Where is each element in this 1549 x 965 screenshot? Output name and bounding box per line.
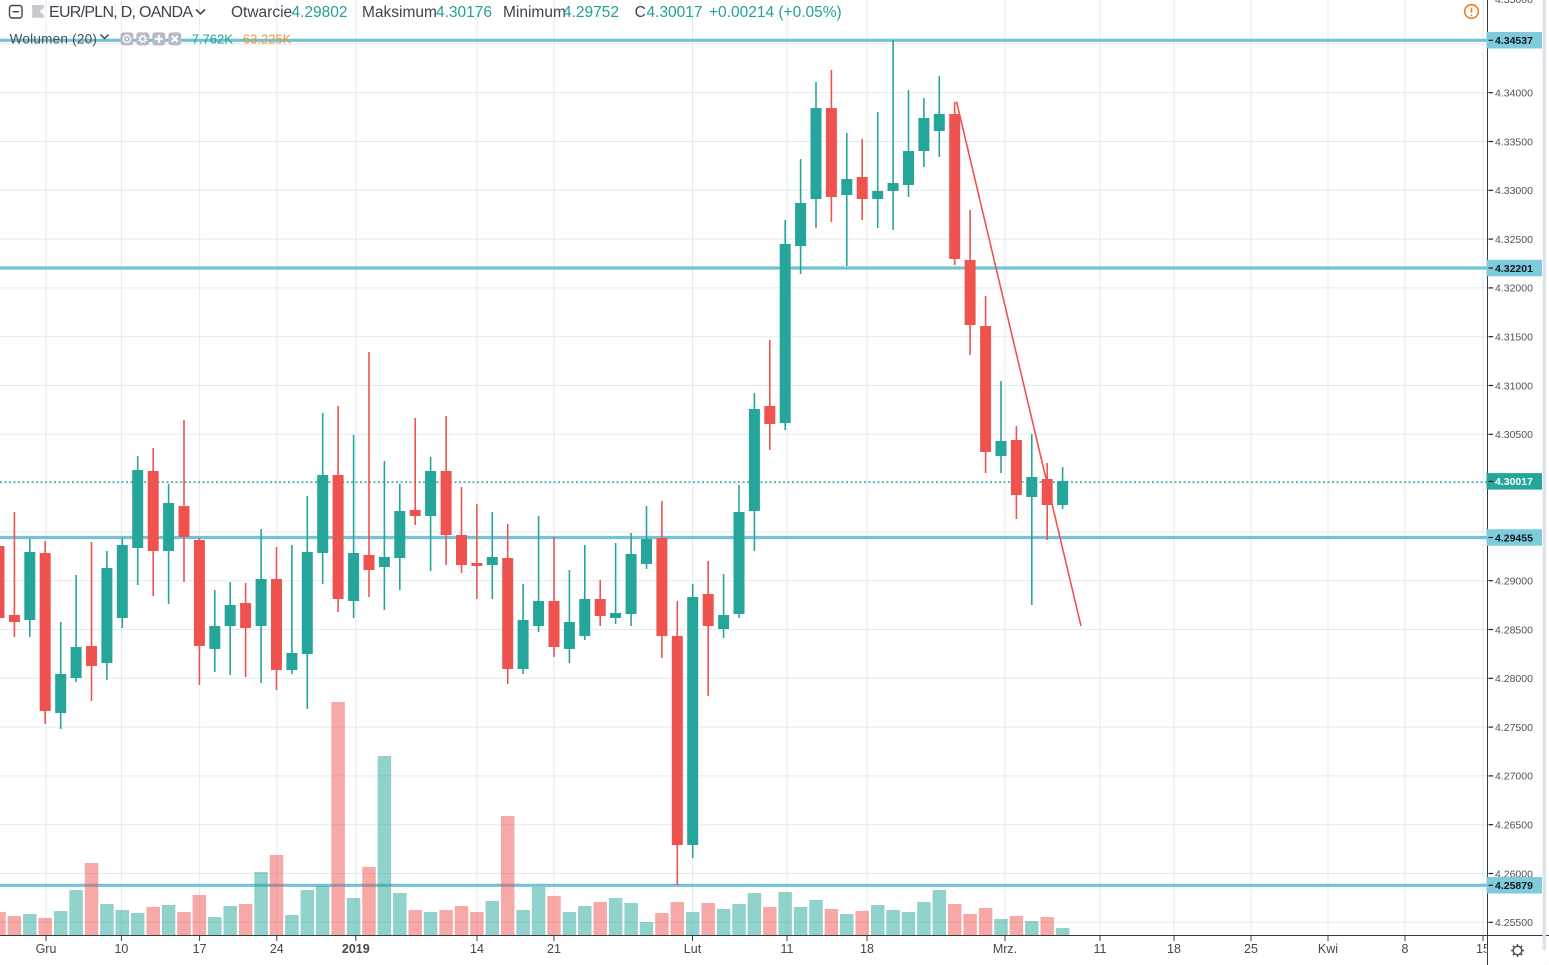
svg-text:+0.00214 (+0.05%): +0.00214 (+0.05%) xyxy=(709,4,842,21)
svg-text:4.25500: 4.25500 xyxy=(1495,917,1533,929)
svg-text:4.30017: 4.30017 xyxy=(647,4,703,21)
svg-text:7.762K: 7.762K xyxy=(192,32,234,47)
svg-text:18: 18 xyxy=(860,942,874,956)
svg-text:4.29802: 4.29802 xyxy=(292,4,348,21)
svg-text:15: 15 xyxy=(1476,942,1490,956)
svg-text:Maksimum: Maksimum xyxy=(362,4,437,21)
svg-text:4.32000: 4.32000 xyxy=(1495,283,1533,295)
svg-text:4.33500: 4.33500 xyxy=(1495,136,1533,148)
svg-text:4.33000: 4.33000 xyxy=(1495,185,1533,197)
svg-text:18: 18 xyxy=(1167,942,1181,956)
svg-text:24: 24 xyxy=(270,942,284,956)
svg-text:Minimum: Minimum xyxy=(503,4,566,21)
svg-text:4.31000: 4.31000 xyxy=(1495,380,1533,392)
svg-text:Kwi: Kwi xyxy=(1318,942,1338,956)
svg-text:Gru: Gru xyxy=(36,942,57,956)
svg-text:25: 25 xyxy=(1244,942,1258,956)
svg-text:Mrz.: Mrz. xyxy=(993,942,1017,956)
svg-text:11: 11 xyxy=(1094,942,1107,956)
svg-text:4.30500: 4.30500 xyxy=(1495,429,1533,441)
svg-text:4.32500: 4.32500 xyxy=(1495,234,1533,246)
svg-text:4.26500: 4.26500 xyxy=(1495,820,1533,832)
svg-text:4.34537: 4.34537 xyxy=(1495,35,1533,47)
svg-text:Wolumen (20): Wolumen (20) xyxy=(10,32,97,47)
svg-text:2019: 2019 xyxy=(342,942,370,956)
svg-text:21: 21 xyxy=(547,942,561,956)
svg-text:EUR/PLN, D, OANDA: EUR/PLN, D, OANDA xyxy=(49,4,193,21)
svg-text:4.29752: 4.29752 xyxy=(563,4,619,21)
svg-text:4.31500: 4.31500 xyxy=(1495,332,1533,344)
svg-text:4.29000: 4.29000 xyxy=(1495,576,1533,588)
svg-text:4.34000: 4.34000 xyxy=(1495,88,1533,100)
svg-text:14: 14 xyxy=(470,942,484,956)
svg-text:4.28500: 4.28500 xyxy=(1495,624,1533,636)
svg-text:C: C xyxy=(635,4,646,21)
svg-text:Lut: Lut xyxy=(684,942,702,956)
svg-text:Otwarcie: Otwarcie xyxy=(231,4,292,21)
svg-text:4.27500: 4.27500 xyxy=(1495,722,1533,734)
svg-text:4.32201: 4.32201 xyxy=(1495,263,1533,275)
svg-text:4.30176: 4.30176 xyxy=(436,4,492,21)
svg-text:4.30017: 4.30017 xyxy=(1495,476,1533,488)
svg-text:4.25879: 4.25879 xyxy=(1495,880,1533,892)
svg-text:63.225K: 63.225K xyxy=(243,32,292,47)
svg-text:11: 11 xyxy=(781,942,794,956)
svg-text:4.27000: 4.27000 xyxy=(1495,771,1533,783)
svg-text:10: 10 xyxy=(114,942,128,956)
svg-text:17: 17 xyxy=(193,942,207,956)
svg-text:4.28000: 4.28000 xyxy=(1495,673,1533,685)
svg-text:4.35000: 4.35000 xyxy=(1495,0,1533,6)
svg-text:4.29455: 4.29455 xyxy=(1495,532,1533,544)
svg-text:8: 8 xyxy=(1402,942,1409,956)
